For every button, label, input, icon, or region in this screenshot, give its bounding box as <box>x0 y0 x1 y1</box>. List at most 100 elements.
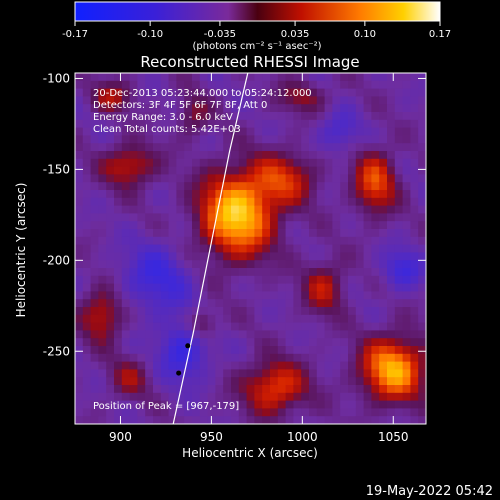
heatmap-cell <box>270 205 279 214</box>
heatmap-cell <box>316 260 325 269</box>
heatmap-cell <box>75 174 84 183</box>
annotation-clean: Clean Total counts: 5.42E+03 <box>93 124 241 135</box>
heatmap-cell <box>332 182 341 191</box>
heatmap-cell <box>340 252 349 261</box>
heatmap-cell <box>121 73 130 82</box>
heatmap-cell <box>90 205 99 214</box>
heatmap-cell <box>402 260 411 269</box>
heatmap-cell <box>129 143 138 152</box>
heatmap-cell <box>168 416 177 424</box>
heatmap-cell <box>309 80 318 89</box>
heatmap-cell <box>238 236 247 245</box>
heatmap-cell <box>98 299 107 308</box>
heatmap-cell <box>277 299 286 308</box>
heatmap-cell <box>246 244 255 253</box>
heatmap-cell <box>168 174 177 183</box>
heatmap-cell <box>277 322 286 331</box>
heatmap-cell <box>355 182 364 191</box>
heatmap-cell <box>309 275 318 284</box>
heatmap-cell <box>75 104 84 113</box>
heatmap-cell <box>238 119 247 128</box>
heatmap-cell <box>121 221 130 230</box>
heatmap-cell <box>231 268 240 277</box>
heatmap-cell <box>82 127 91 136</box>
heatmap-cell <box>215 260 224 269</box>
heatmap-cell <box>176 252 185 261</box>
heatmap-cell <box>262 104 271 113</box>
heatmap-cell <box>418 377 426 386</box>
heatmap-cell <box>160 236 169 245</box>
heatmap-cell <box>160 213 169 222</box>
heatmap-cell <box>114 252 123 261</box>
heatmap-cell <box>129 377 138 386</box>
heatmap-cell <box>184 416 193 424</box>
heatmap-cell <box>137 307 146 316</box>
heatmap-cell <box>192 197 201 206</box>
heatmap-cell <box>121 338 130 347</box>
heatmap-cell <box>348 252 357 261</box>
heatmap-cell <box>215 143 224 152</box>
heatmap-cell <box>129 182 138 191</box>
heatmap-cell <box>293 112 302 121</box>
heatmap-cell <box>402 385 411 394</box>
heatmap-cell <box>238 252 247 261</box>
heatmap-cell <box>98 275 107 284</box>
heatmap-cell <box>238 96 247 105</box>
heatmap-cell <box>301 236 310 245</box>
heatmap-cell <box>363 236 372 245</box>
heatmap-cell <box>270 361 279 370</box>
heatmap-cell <box>301 104 310 113</box>
heatmap-cell <box>340 213 349 222</box>
heatmap-cell <box>363 369 372 378</box>
heatmap-cell <box>262 112 271 121</box>
heatmap-cell <box>324 205 333 214</box>
heatmap-cell <box>402 283 411 292</box>
heatmap-cell <box>379 221 388 230</box>
heatmap-cell <box>160 112 169 121</box>
heatmap-cell <box>137 330 146 339</box>
heatmap-cell <box>301 112 310 121</box>
heatmap-cell <box>410 361 419 370</box>
heatmap-cell <box>254 73 263 82</box>
heatmap-cell <box>246 73 255 82</box>
heatmap-cell <box>199 408 208 417</box>
heatmap-cell <box>90 166 99 175</box>
heatmap-cell <box>114 112 123 121</box>
heatmap-cell <box>324 229 333 238</box>
heatmap-cell <box>153 283 162 292</box>
heatmap-cell <box>199 291 208 300</box>
heatmap-cell <box>192 112 201 121</box>
heatmap-cell <box>394 88 403 97</box>
heatmap-cell <box>114 361 123 370</box>
heatmap-cell <box>121 236 130 245</box>
heatmap-cell <box>238 260 247 269</box>
heatmap-cell <box>176 80 185 89</box>
heatmap-cell <box>293 385 302 394</box>
heatmap-cell <box>145 392 154 401</box>
heatmap-cell <box>379 135 388 144</box>
heatmap-cell <box>301 392 310 401</box>
heatmap-cell <box>75 291 84 300</box>
heatmap-cell <box>176 268 185 277</box>
heatmap-cell <box>129 291 138 300</box>
heatmap-cell <box>340 143 349 152</box>
heatmap-cell <box>418 299 426 308</box>
heatmap-cell <box>316 182 325 191</box>
heatmap-cell <box>223 119 232 128</box>
heatmap-cell <box>106 166 115 175</box>
heatmap-cell <box>418 80 426 89</box>
heatmap-cell <box>121 377 130 386</box>
heatmap-cell <box>238 174 247 183</box>
heatmap-cell <box>293 236 302 245</box>
heatmap-cell <box>184 73 193 82</box>
heatmap-cell <box>293 307 302 316</box>
heatmap-cell <box>207 229 216 238</box>
heatmap-cell <box>106 236 115 245</box>
heatmap-cell <box>246 104 255 113</box>
heatmap-cell <box>309 307 318 316</box>
heatmap-cell <box>270 135 279 144</box>
heatmap-cell <box>199 119 208 128</box>
heatmap-cell <box>402 299 411 308</box>
heatmap-cell <box>192 377 201 386</box>
heatmap-cell <box>348 346 357 355</box>
